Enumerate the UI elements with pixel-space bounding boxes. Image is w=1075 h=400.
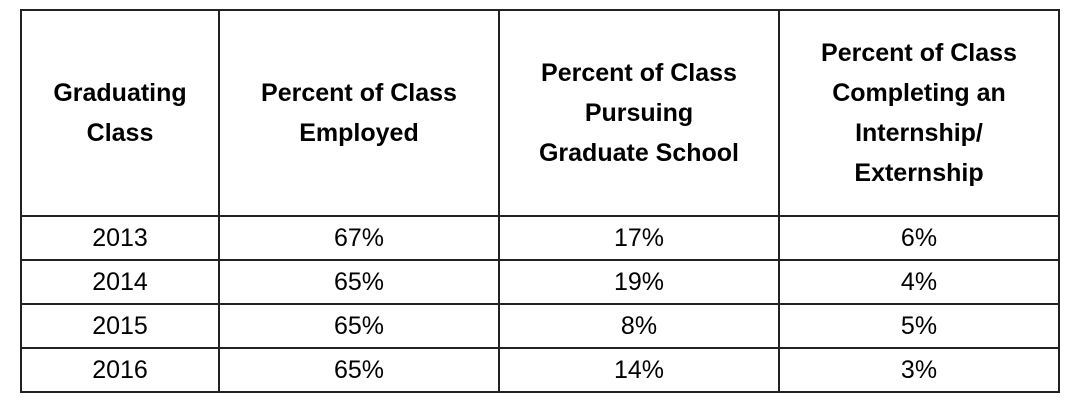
table-cell: 2013 — [20, 215, 220, 261]
table-cell: 65% — [218, 303, 500, 349]
header-cell: Percent of Class Pursuing Graduate School — [498, 9, 780, 217]
table-cell: 65% — [218, 347, 500, 393]
header-text: Class — [86, 119, 154, 147]
header-cell: Percent of Class Employed — [218, 9, 500, 217]
table-row: 2014 65% 19% 4% — [20, 259, 1060, 305]
header-text: Internship/ — [855, 119, 983, 147]
table-row: 2016 65% 14% 3% — [20, 347, 1060, 393]
header-text: Pursuing — [584, 99, 694, 127]
header-text: Employed — [299, 119, 419, 147]
table-cell: 19% — [498, 259, 780, 305]
header-cell: Graduating Class — [20, 9, 220, 217]
header-text: Percent of Class — [821, 39, 1017, 67]
header-text: Completing an — [832, 79, 1006, 107]
table-cell: 17% — [498, 215, 780, 261]
header-cell: Percent of Class Completing an Internship/… — [778, 9, 1060, 217]
table-cell: 8% — [498, 303, 780, 349]
table-cell: 5% — [778, 303, 1060, 349]
header-row: Graduating Class Percent of Class Employed P… — [20, 9, 1060, 217]
table-cell: 2016 — [20, 347, 220, 393]
header-text: Percent of Class — [541, 59, 737, 87]
table-cell: 67% — [218, 215, 500, 261]
header-text: Percent of Class — [261, 79, 457, 107]
data-table: Graduating Class Percent of Class Employed P… — [20, 9, 1060, 393]
table-cell: 2014 — [20, 259, 220, 305]
table-cell: 14% — [498, 347, 780, 393]
table-body: 2013 67% 17% 6% 2014 65% 19% 4% 2015 65% 8% 5% 2016 6… — [20, 215, 1060, 393]
table-row: 2015 65% 8% 5% — [20, 303, 1060, 349]
header-text: Graduating — [53, 79, 187, 107]
table-cell: 65% — [218, 259, 500, 305]
header-text: Graduate School — [538, 139, 740, 167]
table-cell: 4% — [778, 259, 1060, 305]
header-text: Externship — [854, 159, 984, 187]
table-cell: 3% — [778, 347, 1060, 393]
table-row: 2013 67% 17% 6% — [20, 215, 1060, 261]
table-cell: 6% — [778, 215, 1060, 261]
table-cell: 2015 — [20, 303, 220, 349]
